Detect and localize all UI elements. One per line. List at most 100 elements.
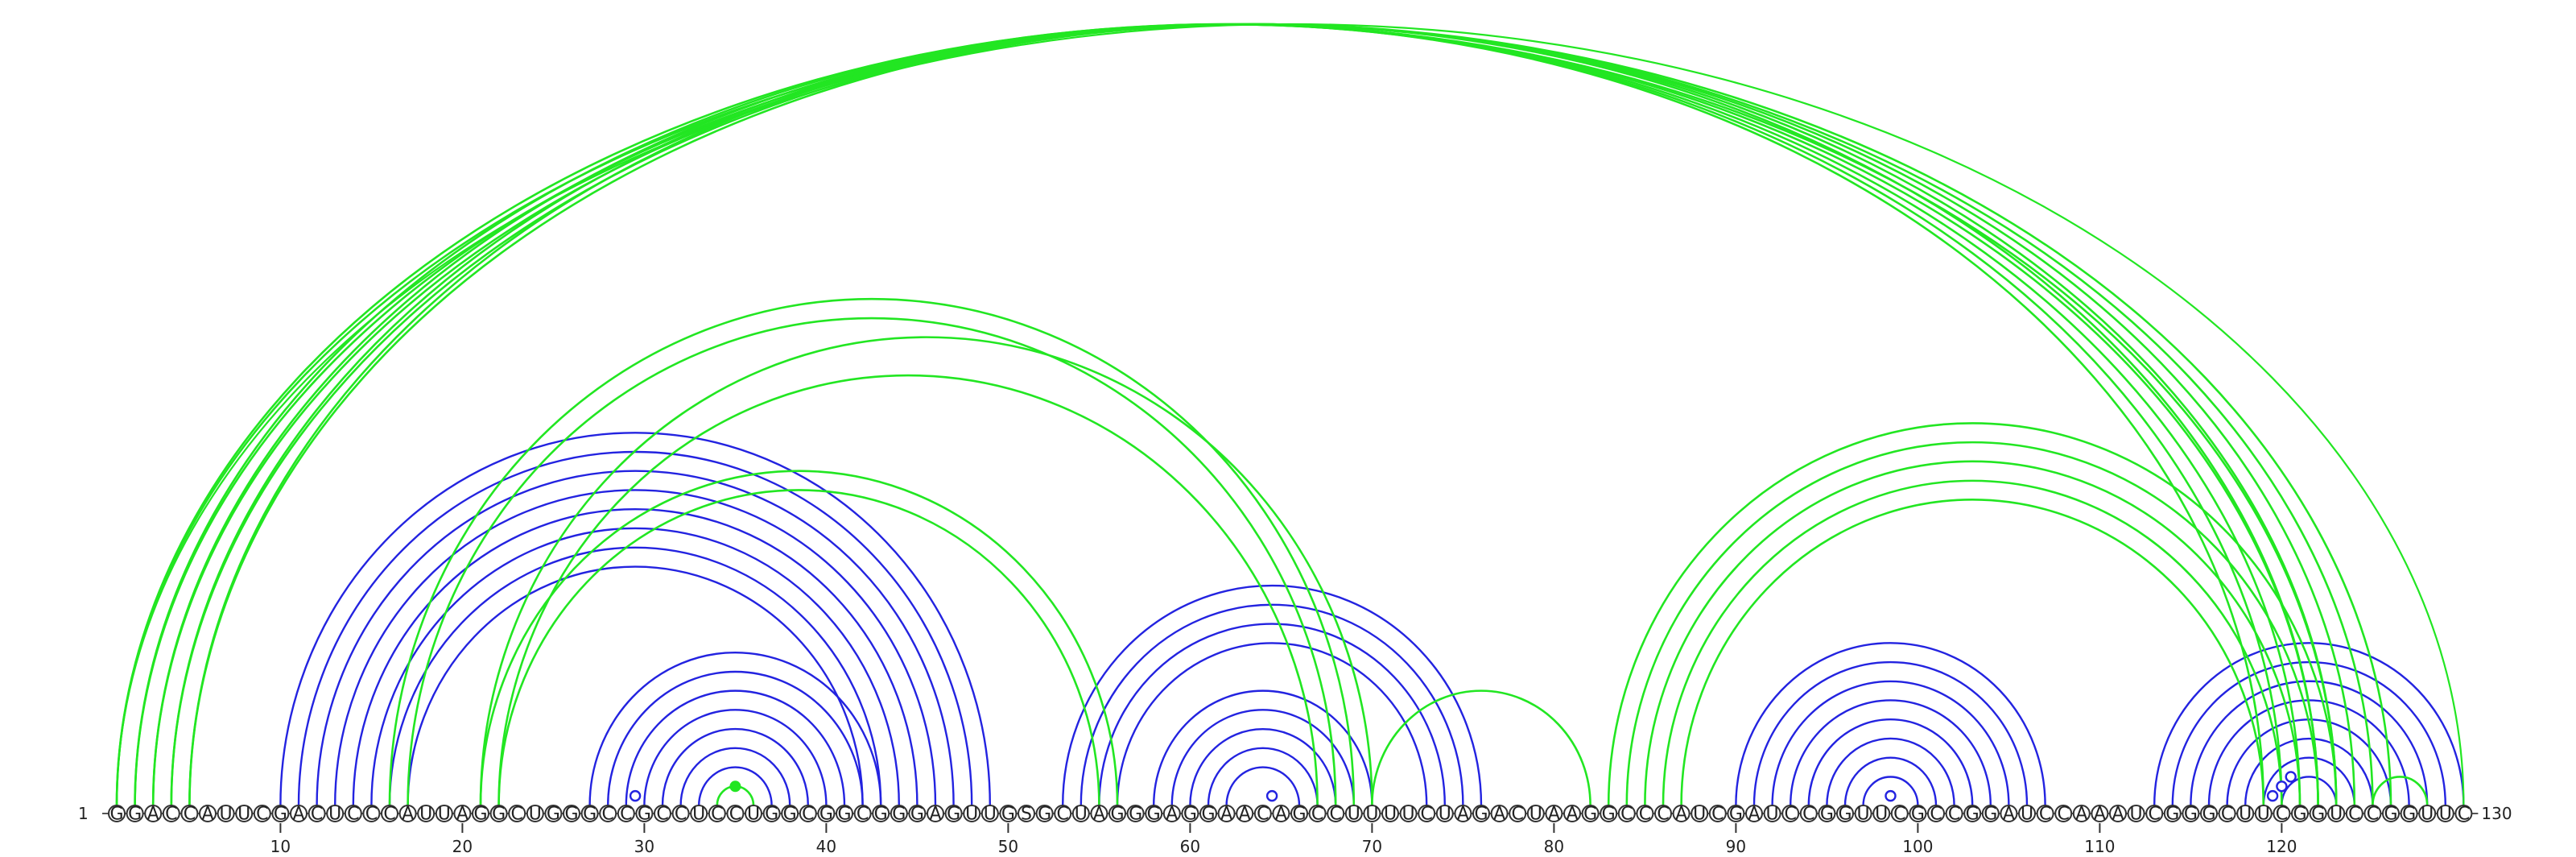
nucleotide-circle — [1108, 805, 1126, 822]
nucleotide-letter: A — [1275, 805, 1287, 825]
nucleotide: U — [2254, 805, 2273, 825]
nucleotide-letter: A — [456, 805, 469, 825]
nucleotide-circle — [199, 805, 217, 822]
nucleotide-letter: U — [1766, 805, 1779, 825]
blue-base-pair-arc — [407, 565, 864, 806]
nucleotide: C — [1781, 805, 1800, 825]
nucleotide-letter: G — [1729, 805, 1743, 825]
nucleotide-letter: C — [1639, 805, 1651, 825]
blue-base-pair-arc — [1116, 642, 1428, 806]
nucleotide-letter: G — [1820, 805, 1834, 825]
nucleotide-letter: C — [1257, 805, 1269, 825]
nucleotide: C — [381, 805, 398, 825]
nucleotide-letter: G — [473, 805, 487, 825]
green-base-pair-arc — [1607, 422, 2338, 806]
nucleotide: U — [435, 805, 453, 825]
nucleotide-circle — [1344, 805, 1363, 822]
nucleotide: G — [999, 805, 1018, 825]
nucleotide-circle — [1854, 805, 1872, 822]
nucleotide-letter: C — [1802, 805, 1814, 825]
nucleotide: G — [817, 805, 836, 825]
blue-base-pair-arc — [643, 709, 828, 806]
nucleotide-circle — [927, 805, 944, 822]
nucleotide-circle — [453, 805, 472, 822]
nucleotide-circle — [2091, 805, 2109, 822]
nucleotide-letter: U — [1530, 805, 1542, 825]
nucleotide-circle — [690, 805, 708, 822]
nucleotide-circle — [2454, 805, 2473, 822]
nucleotide-circle — [599, 805, 617, 822]
nucleotide: C — [362, 805, 381, 825]
nucleotide-letter: G — [2202, 805, 2215, 825]
nucleotide-circle — [563, 805, 580, 822]
blue-base-pair-arc — [370, 527, 900, 806]
nucleotide-letter: G — [892, 805, 906, 825]
nucleotide-circle — [1799, 805, 1818, 822]
nucleotide-letter: G — [1583, 805, 1597, 825]
nucleotide-letter: G — [1838, 805, 1852, 825]
nucleotide-circle — [1636, 805, 1654, 822]
nucleotide-circle — [1381, 805, 1399, 822]
nucleotide-letter: C — [256, 805, 268, 825]
nucleotide: G — [2182, 805, 2200, 825]
nucleotide-letter: G — [1001, 805, 1015, 825]
nucleotide: C — [1327, 805, 1345, 825]
nucleotide: G — [1108, 805, 1126, 825]
nucleotide-letter: G — [819, 805, 833, 825]
nucleotide: C — [708, 805, 726, 825]
nucleotide-letter: A — [1566, 805, 1578, 825]
nucleotide: A — [398, 805, 417, 825]
nucleotide: C — [2345, 805, 2363, 825]
nucleotide: U — [2436, 805, 2454, 825]
nucleotide-circle — [2254, 805, 2273, 822]
blue-pair-marker — [1885, 789, 1897, 802]
blue-base-pair-arc — [1752, 660, 2029, 806]
nucleotide-letter: U — [328, 805, 341, 825]
tick-label: 10 — [270, 837, 291, 856]
nucleotide: A — [1217, 805, 1236, 825]
nucleotide-letter: G — [947, 805, 960, 825]
nucleotide: G — [563, 805, 580, 825]
nucleotide-circle — [1727, 805, 1745, 822]
nucleotide-circle — [1836, 805, 1854, 822]
nucleotide: U — [963, 805, 981, 825]
nucleotide: U — [1071, 805, 1090, 825]
nucleotide: C — [2145, 805, 2164, 825]
nucleotide-letter: C — [1620, 805, 1633, 825]
nucleotide-circle — [1745, 805, 1763, 822]
blue-base-pair-arc — [2190, 680, 2429, 806]
nucleotide-circle — [1690, 805, 1709, 822]
nucleotide-circle — [1145, 805, 1163, 822]
nucleotide: G — [2309, 805, 2327, 825]
nucleotide-circle — [980, 805, 999, 822]
nucleotide-circle — [617, 805, 635, 822]
nucleotide-circle — [2182, 805, 2200, 822]
nucleotide-letter: C — [2149, 805, 2161, 825]
nucleotide-letter: C — [1057, 805, 1069, 825]
nucleotide-circle — [635, 805, 654, 822]
nucleotide: G — [2382, 805, 2400, 825]
nucleotide-letter: G — [547, 805, 560, 825]
nucleotide: C — [162, 805, 180, 825]
blue-base-pair-arc — [661, 727, 809, 806]
blue-base-pair-arc — [1098, 623, 1446, 806]
nucleotide-circle — [217, 805, 235, 822]
nucleotide-letter: A — [147, 805, 159, 825]
blue-base-pair-arc — [1207, 747, 1319, 806]
nucleotide: C — [344, 805, 362, 825]
nucleotide-letter: G — [1292, 805, 1306, 825]
nucleotide-circle — [1199, 805, 1217, 822]
nucleotide-circle — [1963, 805, 1982, 822]
nucleotide: U — [980, 805, 999, 825]
nucleotide-circle — [1490, 805, 1509, 822]
nucleotide: G — [872, 805, 890, 825]
nucleotide-circle — [344, 805, 362, 822]
nucleotide: U — [2127, 805, 2145, 825]
green-base-pair-arc — [170, 23, 2283, 806]
nucleotide-circle — [1763, 805, 1781, 822]
nucleotide-circle — [1581, 805, 1600, 822]
nucleotide: U — [417, 805, 436, 825]
nucleotide-circle — [2163, 805, 2182, 822]
nucleotide-letter: U — [1384, 805, 1397, 825]
nucleotide-circle — [1090, 805, 1108, 822]
